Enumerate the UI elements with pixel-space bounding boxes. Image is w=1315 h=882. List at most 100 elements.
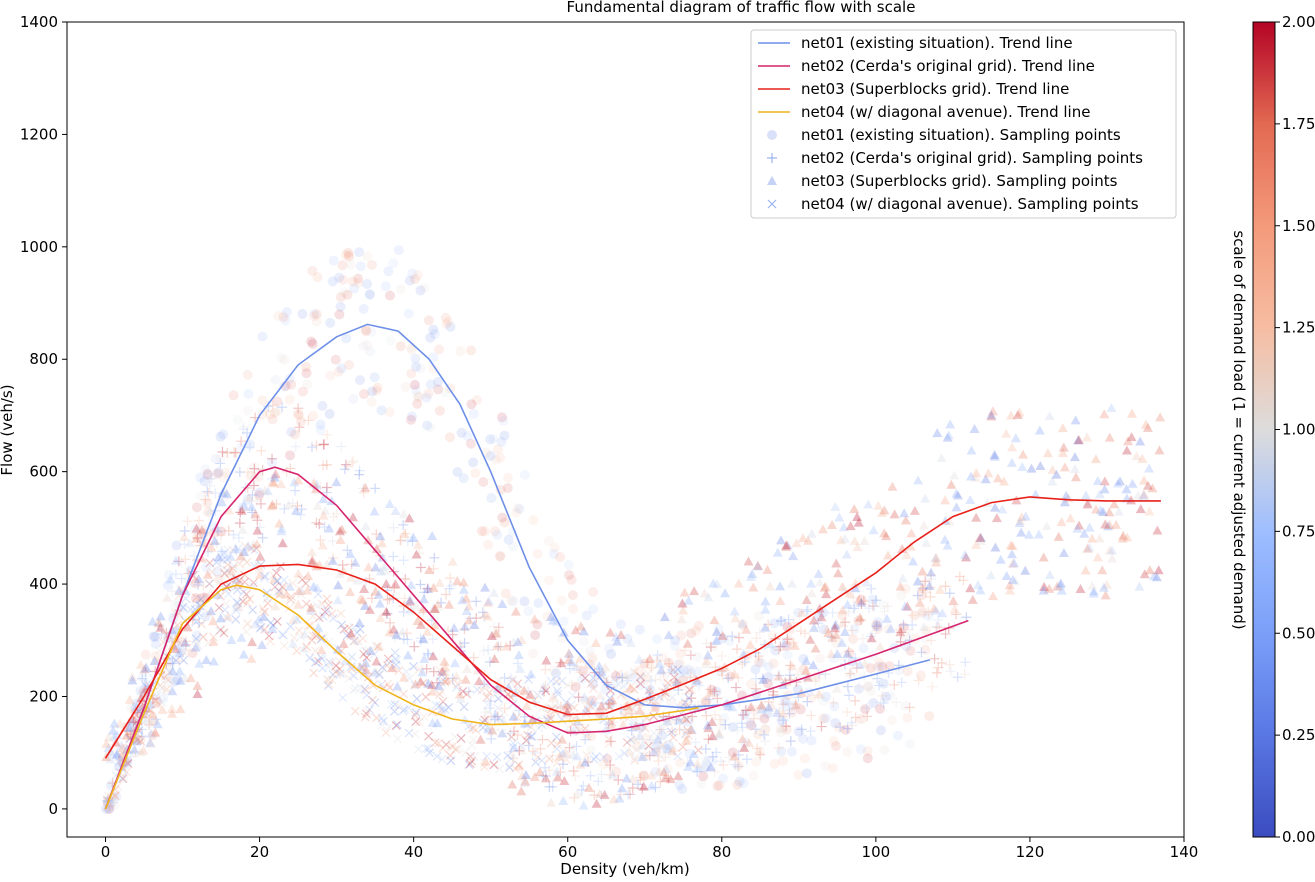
scatter-point-net04 [421, 692, 431, 702]
scatter-point-net02 [929, 653, 940, 664]
scatter-point-net03 [852, 542, 863, 552]
scatter-point-net01 [564, 570, 575, 581]
scatter-point-net02 [912, 590, 923, 601]
scatter-point-net03 [786, 661, 797, 671]
scatter-point-net02 [505, 673, 516, 684]
scatter-point-net03 [276, 479, 287, 489]
scatter-point-net01 [676, 630, 687, 641]
scatter-point-net03 [745, 702, 756, 712]
scatter-point-net01 [293, 410, 304, 421]
scatter-point-net03 [162, 592, 173, 602]
scatter-point-net02 [712, 693, 723, 704]
scatter-point-net03 [145, 738, 156, 748]
scatter-point-net02 [483, 644, 494, 655]
scatter-point-net04 [223, 589, 233, 599]
scatter-point-net04 [440, 677, 450, 687]
scatter-point-net03 [1058, 548, 1069, 558]
scatter-point-net03 [1059, 462, 1070, 472]
scatter-point-net02 [485, 696, 496, 707]
scatter-point-net02 [805, 726, 816, 737]
scatter-point-net04 [451, 744, 461, 754]
scatter-point-net02 [429, 552, 440, 563]
scatter-point-net04 [180, 648, 189, 658]
scatter-point-net02 [222, 448, 233, 459]
scatter-point-net02 [322, 429, 333, 440]
scatter-point-net02 [720, 719, 731, 730]
scatter-point-net04 [335, 664, 345, 674]
scatter-point-net01 [289, 429, 300, 440]
scatter-point-net02 [732, 644, 743, 655]
scatter-point-net01 [750, 664, 761, 675]
scatter-point-net04 [286, 595, 296, 605]
scatter-point-net03 [924, 581, 935, 591]
scatter-point-net04 [514, 760, 523, 770]
scatter-point-net02 [478, 646, 489, 657]
scatter-point-net03 [312, 583, 323, 593]
scatter-point-net02 [267, 453, 278, 464]
scatter-point-net01 [567, 590, 578, 601]
scatter-point-net01 [528, 648, 539, 659]
scatter-point-net03 [701, 655, 712, 665]
scatter-point-net04 [604, 739, 614, 749]
scatter-point-net02 [236, 436, 247, 447]
scatter-point-net03 [1006, 549, 1017, 559]
scatter-point-net04 [425, 748, 434, 758]
scatter-point-net03 [129, 744, 140, 754]
scatter-point-net04 [599, 752, 609, 762]
scatter-point-net01 [548, 665, 559, 676]
scatter-point-net04 [308, 631, 318, 641]
scatter-point-net01 [855, 744, 866, 755]
scatter-point-net01 [829, 701, 840, 712]
scatter-point-net04 [414, 717, 424, 727]
scatter-point-net01 [724, 636, 735, 647]
scatter-point-net03 [704, 687, 715, 697]
scatter-point-net03 [534, 767, 545, 777]
scatter-point-net03 [512, 636, 523, 646]
scatter-point-net03 [831, 630, 842, 640]
scatter-point-net02 [267, 473, 278, 484]
scatter-point-net01 [732, 779, 743, 790]
scatter-point-net02 [717, 650, 728, 661]
scatter-point-net02 [479, 611, 490, 622]
scatter-point-net01 [344, 251, 355, 262]
scatter-point-net02 [920, 576, 931, 587]
scatter-point-net03 [1005, 540, 1016, 550]
scatter-point-net03 [440, 662, 451, 672]
scatter-point-net01 [570, 681, 581, 692]
scatter-point-net03 [810, 643, 821, 653]
scatter-point-net03 [895, 581, 906, 591]
scatter-point-net04 [409, 662, 418, 671]
scatter-point-net01 [307, 265, 318, 276]
scatter-point-net02 [750, 683, 761, 694]
scatter-point-net01 [714, 780, 725, 791]
scatter-point-net02 [867, 628, 878, 639]
scatter-point-net02 [637, 783, 648, 794]
scatter-point-net04 [229, 561, 238, 571]
scatter-point-net03 [428, 582, 439, 592]
scatter-point-net04 [196, 594, 206, 604]
scatter-point-net04 [446, 676, 456, 686]
scatter-point-net02 [642, 657, 653, 668]
scatter-point-net03 [936, 452, 947, 462]
scatter-point-net03 [1107, 545, 1118, 555]
scatter-point-net02 [128, 717, 139, 728]
scatter-point-net03 [723, 701, 734, 711]
scatter-point-net03 [236, 505, 247, 515]
scatter-point-net01 [349, 283, 360, 294]
scatter-point-net02 [682, 758, 693, 769]
scatter-point-net03 [516, 786, 527, 796]
scatter-point-net01 [700, 696, 711, 707]
scatter-point-net03 [377, 538, 388, 548]
scatter-point-net01 [605, 699, 616, 710]
scatter-point-net03 [174, 585, 185, 595]
scatter-point-net04 [232, 585, 242, 595]
scatter-point-net03 [546, 797, 557, 807]
y-tick-label: 1200 [20, 125, 58, 143]
scatter-point-net03 [563, 655, 574, 665]
scatter-point-net01 [150, 631, 161, 642]
scatter-point-net01 [111, 791, 122, 802]
scatter-point-net04 [322, 594, 332, 604]
scatter-point-net02 [603, 719, 614, 730]
scatter-point-net03 [313, 622, 324, 632]
scatter-point-net04 [656, 725, 666, 735]
